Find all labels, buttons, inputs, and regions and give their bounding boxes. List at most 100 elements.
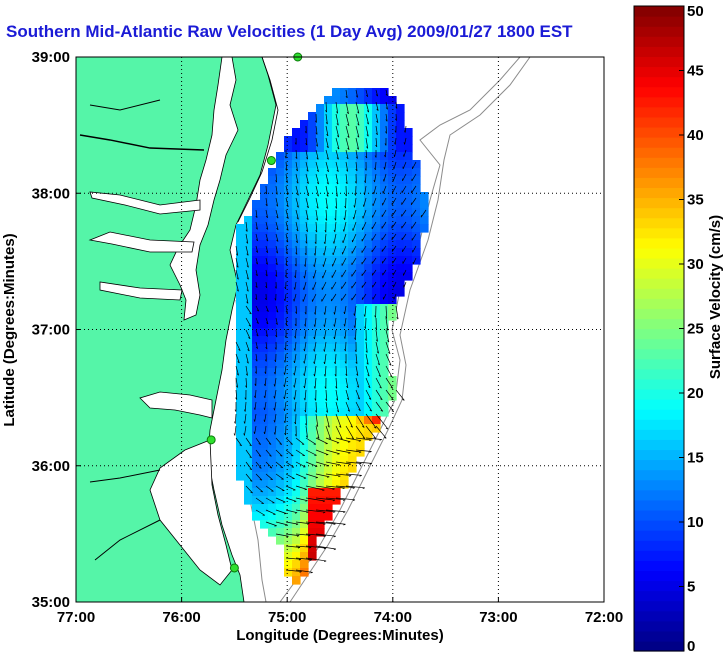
velocity-cell <box>324 512 333 521</box>
velocity-cell <box>388 232 397 241</box>
velocity-vector <box>305 221 308 232</box>
velocity-vector-head <box>336 169 339 172</box>
x-tick-label: 72:00 <box>585 609 623 626</box>
velocity-cell <box>340 256 349 265</box>
velocity-cell <box>324 352 333 361</box>
velocity-cell <box>340 216 349 225</box>
velocity-cell <box>236 312 245 321</box>
velocity-vector-head <box>334 218 337 221</box>
velocity-vector-head <box>303 373 305 376</box>
velocity-cell <box>364 344 373 353</box>
velocity-cell <box>260 344 269 353</box>
velocity-vector <box>254 425 257 434</box>
velocity-vector-head <box>352 487 355 489</box>
velocity-vector-head <box>333 229 336 233</box>
colorbar-swatch <box>634 640 684 652</box>
velocity-vector-head <box>362 204 365 207</box>
velocity-cell <box>276 176 285 185</box>
velocity-vector <box>355 353 358 364</box>
velocity-cell <box>356 312 365 321</box>
velocity-cell <box>348 200 357 209</box>
velocity-vector-head <box>364 168 367 171</box>
velocity-vector-head <box>348 452 351 454</box>
velocity-vector-head <box>316 424 319 427</box>
velocity-cell <box>332 336 341 345</box>
velocity-vector-head <box>245 385 247 388</box>
velocity-cell <box>340 312 349 321</box>
velocity-vector-head <box>323 312 326 315</box>
velocity-vector-head <box>395 106 398 109</box>
velocity-vector-head <box>368 397 372 400</box>
velocity-vector-head <box>256 334 259 337</box>
velocity-cell <box>340 376 349 385</box>
radar-station-marker <box>266 156 276 166</box>
velocity-cell <box>348 232 357 241</box>
velocity-vector <box>285 233 289 243</box>
velocity-cell <box>276 432 285 441</box>
velocity-cell <box>332 248 341 257</box>
velocity-cell <box>364 384 373 393</box>
velocity-cell <box>308 128 317 137</box>
velocity-cell <box>252 472 261 481</box>
velocity-vector-head <box>366 146 369 149</box>
velocity-vector-head <box>337 464 341 466</box>
velocity-vector-head <box>386 328 389 331</box>
velocity-cell <box>284 192 293 201</box>
velocity-cell <box>332 264 341 273</box>
velocity-cell <box>332 424 341 433</box>
velocity-vector <box>335 197 337 209</box>
velocity-cell <box>364 216 373 225</box>
velocity-cell <box>316 240 325 249</box>
velocity-vector <box>345 389 350 400</box>
velocity-cell <box>332 472 341 481</box>
velocity-vector-head <box>345 95 348 99</box>
velocity-cell <box>324 256 333 265</box>
velocity-vector-head <box>306 193 309 197</box>
velocity-cell <box>364 112 373 121</box>
velocity-cell <box>404 232 413 241</box>
velocity-cell <box>356 248 365 257</box>
velocity-vector-head <box>274 347 277 350</box>
velocity-cell <box>316 520 325 529</box>
x-tick-label: 73:00 <box>479 609 517 626</box>
colorbar-swatch <box>634 439 684 451</box>
velocity-vector <box>335 185 338 197</box>
velocity-cell <box>340 152 349 161</box>
velocity-cell <box>332 432 341 441</box>
velocity-cell <box>268 328 277 337</box>
velocity-vector-head <box>343 523 346 526</box>
velocity-vector <box>345 449 362 453</box>
velocity-cell <box>268 472 277 481</box>
colorbar-tick-label: 35 <box>687 192 704 209</box>
velocity-cell <box>308 280 317 289</box>
velocity-vector-head <box>248 324 251 327</box>
velocity-vector <box>235 281 239 292</box>
velocity-cell <box>356 120 365 129</box>
velocity-cell <box>300 424 309 433</box>
velocity-cell <box>324 384 333 393</box>
velocity-vector-head <box>275 322 278 325</box>
velocity-cell <box>276 352 285 361</box>
velocity-cell <box>324 288 333 297</box>
velocity-cell <box>388 248 397 257</box>
velocity-vector <box>372 209 377 218</box>
velocity-vector-head <box>265 215 268 219</box>
velocity-cell <box>356 392 365 401</box>
velocity-cell <box>236 256 245 265</box>
velocity-cell <box>372 216 381 225</box>
velocity-cell <box>308 264 317 273</box>
velocity-vector <box>375 329 378 342</box>
velocity-cell <box>356 176 365 185</box>
velocity-cell <box>316 480 325 489</box>
velocity-cell <box>244 280 253 289</box>
velocity-cell <box>364 152 373 161</box>
velocity-cell <box>268 168 277 177</box>
pamlico-sound <box>149 439 233 586</box>
velocity-cell <box>260 320 269 329</box>
velocity-vector-head <box>283 408 285 411</box>
velocity-vector-head <box>333 312 335 315</box>
velocity-vector <box>274 377 277 387</box>
velocity-cell <box>348 280 357 289</box>
velocity-vector <box>294 341 297 351</box>
velocity-cell <box>324 248 333 257</box>
